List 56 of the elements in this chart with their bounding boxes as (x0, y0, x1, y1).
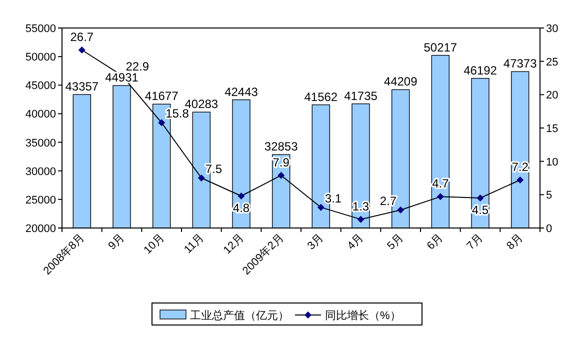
point (516, 176, 524, 184)
legend-label: 工业总产值（亿元） (190, 309, 289, 322)
x-tick-label: 9月 (106, 232, 127, 252)
data-label: 4.8 (232, 201, 250, 215)
y2-tick-label: 25 (546, 56, 558, 68)
data-label: 47373 (503, 56, 538, 71)
data-label: 43357 (65, 80, 99, 94)
point (476, 194, 484, 202)
data-label: 41677 (144, 89, 179, 104)
data-label: 41562 (304, 90, 338, 104)
data-label: 4.5 (472, 203, 489, 217)
data-label: 50217 (424, 40, 458, 54)
data-label: 32853 (264, 140, 298, 154)
point (158, 119, 166, 126)
data-label: 7.9 (272, 155, 290, 170)
data-label: 26.7 (70, 30, 94, 44)
y2-tick-label: 15 (546, 123, 558, 135)
point (317, 204, 324, 211)
data-label: 1.3 (352, 199, 370, 214)
data-label: 44209 (384, 74, 418, 89)
y-tick-label: 40000 (25, 108, 56, 121)
data-label: 46192 (464, 63, 498, 78)
y2-tick-label: 10 (546, 156, 558, 168)
x-tick-label: 6月 (424, 232, 446, 252)
y-tick-label: 50000 (25, 52, 56, 64)
y-tick-label: 45000 (25, 80, 56, 92)
x-tick-label: 11月 (182, 232, 207, 256)
x-tick-label: 12月 (221, 232, 246, 257)
y-tick-label: 35000 (25, 137, 56, 150)
y-tick-label: 20000 (25, 223, 56, 235)
x-tick-label: 10月 (142, 232, 167, 257)
data-label: 41735 (344, 88, 378, 103)
point (78, 46, 86, 54)
y-tick-label: 55000 (25, 23, 56, 35)
x-tick-label: 7月 (464, 232, 486, 252)
y2-tick-label: 20 (546, 90, 558, 102)
data-label: 7.2 (512, 160, 529, 174)
x-tick-label: 4月 (345, 232, 366, 252)
x-tick-label: 8月 (504, 232, 526, 252)
data-label: 42443 (224, 84, 258, 99)
point (436, 193, 444, 200)
point (238, 192, 245, 200)
data-label: 4.7 (432, 176, 450, 191)
y2-tick-label: 30 (546, 23, 558, 35)
legend-label: 同比增长（%） (325, 309, 401, 322)
y2-tick-label: 0 (546, 223, 552, 235)
point (357, 216, 364, 223)
y2-tick-label: 5 (546, 190, 552, 202)
point (397, 206, 404, 214)
x-tick-label: 3月 (305, 232, 326, 252)
point (278, 172, 285, 179)
x-tick-label: 5月 (385, 232, 406, 252)
y-tick-label: 30000 (25, 166, 56, 178)
data-label: 22.9 (126, 59, 150, 74)
y-tick-label: 25000 (25, 194, 56, 206)
point (198, 174, 205, 182)
